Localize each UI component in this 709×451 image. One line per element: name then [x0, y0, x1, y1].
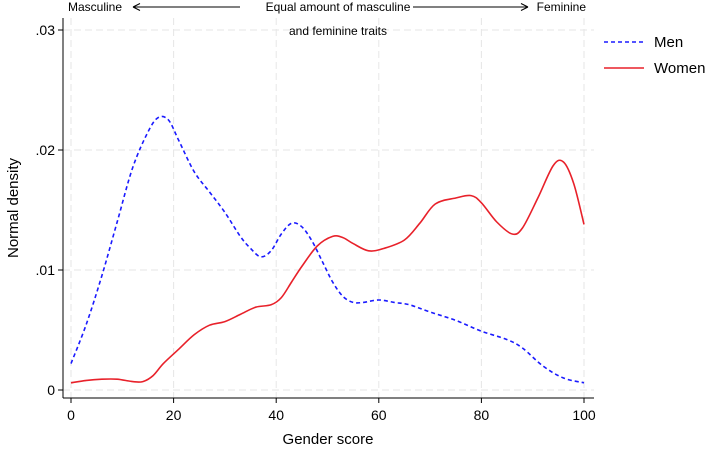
series-line-women [70, 159, 585, 384]
series-lines [70, 115, 585, 384]
x-axis-title: Gender score [283, 431, 374, 448]
y-tick-label: .02 [36, 142, 56, 158]
annotation-equal-line1: Equal amount of masculine [266, 0, 411, 14]
legend-label-women: Women [654, 60, 705, 77]
x-tick-label: 20 [166, 407, 182, 423]
legend-label-men: Men [654, 34, 683, 51]
y-tick-label: .01 [36, 262, 56, 278]
series-line-men [70, 115, 585, 384]
annotation-masculine: Masculine [68, 0, 122, 14]
x-tick-label: 100 [572, 407, 596, 423]
y-axis-title: Normal density [5, 157, 22, 258]
grid-lines [63, 18, 594, 398]
annotations: Masculine Equal amount of masculine and … [68, 0, 586, 38]
x-tick-label: 80 [474, 407, 490, 423]
legend: Men Women [604, 34, 705, 77]
y-tick-label: 0 [47, 382, 55, 398]
y-tick-label: .03 [36, 22, 56, 38]
annotation-equal-line2: and feminine traits [289, 24, 387, 38]
x-tick-label: 40 [268, 407, 284, 423]
x-tick-label: 0 [67, 407, 75, 423]
plot-background [63, 18, 594, 398]
annotation-feminine: Feminine [537, 0, 587, 14]
arrow-left-head [132, 3, 141, 11]
axes: 0 .01 .02 .03 0 20 40 60 80 100 [36, 18, 596, 423]
x-tick-label: 60 [371, 407, 387, 423]
arrow-right-head [520, 3, 529, 11]
